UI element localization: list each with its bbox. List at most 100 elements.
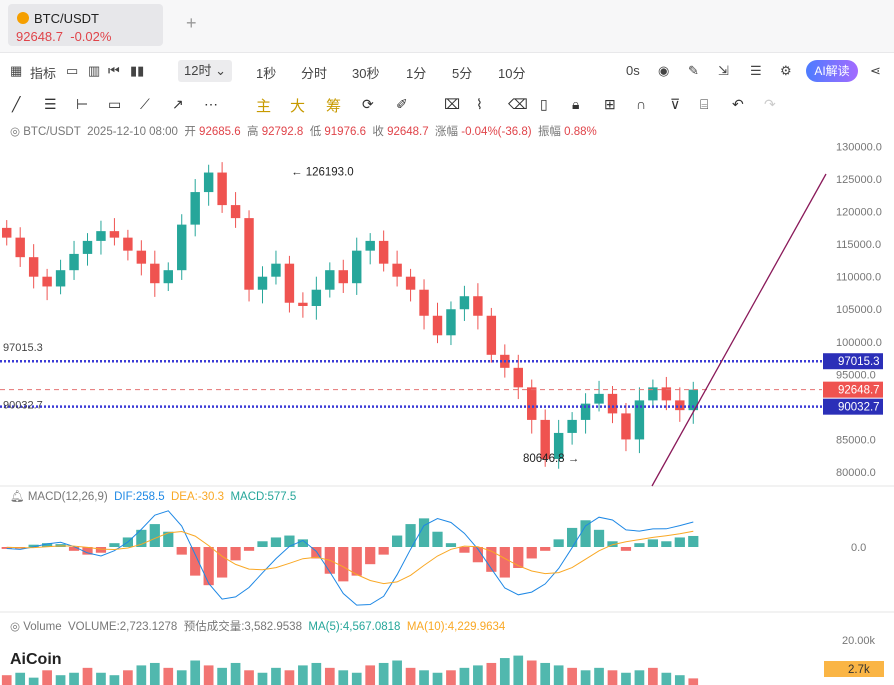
rectangle-icon[interactable]: ▭ bbox=[108, 96, 122, 112]
volume-bar bbox=[298, 665, 308, 685]
interval-5m[interactable]: 5分 bbox=[452, 66, 473, 81]
macd-bar bbox=[68, 547, 80, 551]
interval-10m[interactable]: 10分 bbox=[498, 66, 526, 81]
filter-icon[interactable]: ⊽ bbox=[670, 96, 681, 112]
candle-tool-icon[interactable]: ▯ bbox=[540, 96, 548, 112]
macd-bar bbox=[311, 547, 322, 559]
indicator-button[interactable]: 指标 bbox=[30, 66, 57, 81]
price-tick-label: 125000.0 bbox=[836, 174, 882, 186]
candle bbox=[190, 192, 200, 225]
macd-bar bbox=[620, 547, 632, 551]
settings-icon[interactable]: ⚙ bbox=[780, 63, 792, 78]
ai-interpret-button[interactable]: AI解读 bbox=[806, 60, 858, 82]
volume-bar bbox=[311, 662, 322, 685]
bar-type-icon[interactable]: ▮▮ bbox=[130, 63, 145, 78]
candle bbox=[567, 419, 577, 433]
macd-bar bbox=[284, 535, 295, 547]
candle bbox=[217, 172, 227, 206]
magnet-icon[interactable]: ∩ bbox=[636, 96, 647, 112]
info-symbol: BTC/USDT bbox=[23, 126, 81, 138]
volume-eye-icon[interactable]: ◎ bbox=[10, 621, 21, 633]
volume-bar bbox=[513, 655, 524, 685]
volume-bar bbox=[82, 667, 93, 685]
candle bbox=[82, 240, 93, 254]
candle bbox=[621, 413, 631, 440]
volume-estimate: 预估成交量:3,582.9538 bbox=[183, 621, 302, 633]
macd-bar bbox=[257, 541, 268, 547]
upper-level-left-label: 97015.3 bbox=[3, 342, 43, 354]
more-icon[interactable]: ⋯ bbox=[204, 96, 218, 112]
bell-icon[interactable]: 🔔︎ bbox=[10, 491, 25, 503]
layout-icon[interactable]: ▭ bbox=[66, 63, 79, 78]
grid-icon[interactable]: ▥ bbox=[88, 63, 101, 78]
macd-bar bbox=[526, 547, 537, 559]
undo-icon[interactable]: ↶ bbox=[732, 96, 744, 112]
price-tick-label: 115000.0 bbox=[836, 239, 881, 251]
big-order-button[interactable]: 大 bbox=[290, 98, 306, 115]
macd-value: MACD:577.5 bbox=[230, 491, 297, 503]
horizontal-ray-icon[interactable]: ⊢ bbox=[76, 96, 89, 112]
candle bbox=[55, 270, 66, 287]
candle bbox=[271, 263, 281, 277]
volume-bar bbox=[190, 660, 201, 685]
volume-bar bbox=[580, 670, 591, 685]
edit-icon[interactable]: ✎ bbox=[688, 63, 699, 78]
volume-bar bbox=[96, 672, 106, 685]
macd-bar bbox=[82, 547, 93, 555]
candle bbox=[688, 389, 698, 411]
main-force-button[interactable]: 主 bbox=[256, 98, 272, 115]
menu-icon[interactable]: ☰ bbox=[750, 63, 762, 78]
price-tick-label: 105000.0 bbox=[836, 304, 882, 316]
redo-icon[interactable]: ↷ bbox=[764, 96, 776, 112]
lock-icon[interactable]: 🔒︎ bbox=[572, 96, 580, 112]
interval-1s[interactable]: 1秒 bbox=[256, 66, 277, 81]
interval-timeshare[interactable]: 分时 bbox=[301, 66, 328, 81]
macd-bar bbox=[365, 547, 376, 565]
volume-bar bbox=[351, 672, 362, 685]
volume-bar bbox=[567, 667, 577, 685]
replay-icon[interactable]: ⏮ bbox=[108, 63, 120, 78]
eraser-icon[interactable]: ⌫ bbox=[508, 96, 528, 112]
symbol-tab[interactable]: BTC/USDT 92648.7 -0.02% bbox=[8, 4, 163, 46]
indicator-icon[interactable]: ▦ bbox=[10, 63, 23, 78]
volume-bar bbox=[648, 667, 658, 685]
interval-1m[interactable]: 1分 bbox=[406, 66, 427, 81]
info-eye-icon[interactable]: ◎ bbox=[10, 126, 21, 138]
volume-bar bbox=[271, 667, 281, 685]
macd-bar bbox=[1, 547, 12, 549]
chart-tool-icon[interactable]: ⊞ bbox=[604, 96, 616, 112]
candle bbox=[352, 250, 362, 284]
trash-icon[interactable]: ⌸ bbox=[700, 96, 709, 112]
interval-30s[interactable]: 30秒 bbox=[352, 66, 380, 81]
volume-bar bbox=[392, 660, 402, 685]
text-tool-icon[interactable]: ⌧ bbox=[444, 96, 461, 112]
horizontal-lines-icon[interactable]: ☰ bbox=[44, 96, 57, 112]
candle bbox=[257, 276, 268, 290]
volume-bar bbox=[69, 672, 79, 685]
candle bbox=[15, 237, 25, 258]
brush-icon[interactable]: ✐ bbox=[396, 96, 408, 112]
tab-price: 92648.7 -0.02% bbox=[16, 29, 112, 44]
macd-bar bbox=[567, 527, 578, 547]
ruler-icon[interactable]: ⌇ bbox=[476, 96, 483, 112]
ray-icon[interactable]: ⟋ bbox=[140, 96, 150, 112]
tab-symbol: BTC/USDT bbox=[34, 11, 99, 26]
volume-bar bbox=[405, 667, 416, 685]
candle bbox=[513, 367, 523, 388]
candle bbox=[675, 400, 685, 411]
macd-bar bbox=[176, 547, 187, 555]
camera-icon[interactable]: ◉ bbox=[658, 63, 670, 78]
arrow-icon[interactable]: ↗ bbox=[172, 96, 184, 112]
macd-dif-line bbox=[6, 510, 694, 606]
volume-bar bbox=[499, 658, 510, 685]
trend-line-icon[interactable]: ╱ bbox=[12, 96, 21, 112]
add-tab-button[interactable]: + bbox=[186, 13, 197, 33]
interval-select[interactable]: 12时 ⌄ bbox=[178, 60, 232, 82]
candle bbox=[661, 387, 672, 401]
share-icon[interactable]: ⋖ bbox=[870, 63, 881, 78]
sync-icon[interactable]: ⟳ bbox=[362, 96, 374, 112]
chip-button[interactable]: 筹 bbox=[326, 98, 342, 115]
export-icon[interactable]: ⇲ bbox=[718, 63, 729, 78]
macd-bar bbox=[136, 529, 147, 547]
